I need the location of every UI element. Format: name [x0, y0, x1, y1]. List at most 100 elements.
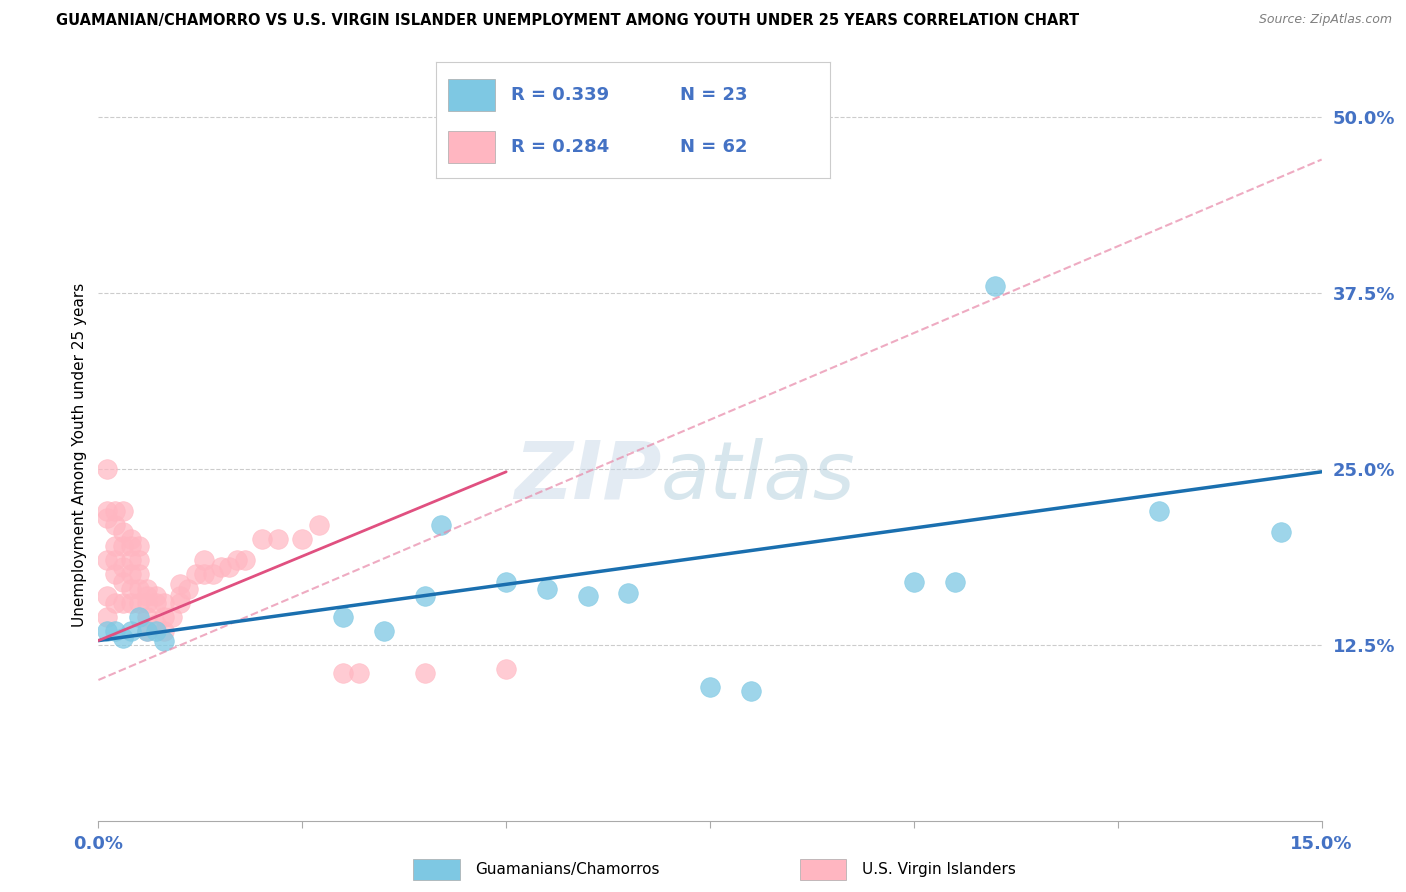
Point — [111, 560, 134, 574]
Point — [152, 609, 174, 624]
Point — [349, 665, 371, 680]
Point — [128, 553, 150, 567]
Point — [152, 596, 174, 610]
Point — [332, 609, 354, 624]
Point — [1147, 504, 1170, 518]
Point — [373, 624, 395, 638]
Text: U.S. Virgin Islanders: U.S. Virgin Islanders — [862, 863, 1015, 877]
Point — [96, 609, 118, 624]
Point — [111, 539, 134, 553]
Point — [413, 665, 436, 680]
Point — [177, 582, 200, 596]
Point — [1270, 525, 1292, 540]
Point — [111, 596, 134, 610]
Point — [332, 665, 354, 680]
Point — [120, 533, 142, 547]
Point — [96, 624, 118, 638]
Point — [96, 589, 118, 603]
Text: ZIP: ZIP — [513, 438, 661, 516]
Point — [943, 574, 966, 589]
Point — [128, 539, 150, 553]
Point — [576, 589, 599, 603]
Point — [120, 596, 142, 610]
Point — [136, 589, 159, 603]
Point — [617, 586, 640, 600]
Point — [136, 609, 159, 624]
Point — [111, 631, 134, 645]
Point — [104, 539, 127, 553]
Point — [104, 596, 127, 610]
Point — [233, 553, 256, 567]
Text: R = 0.339: R = 0.339 — [510, 86, 609, 103]
Point — [145, 589, 167, 603]
Point — [495, 574, 517, 589]
Text: Guamanians/Chamorros: Guamanians/Chamorros — [475, 863, 659, 877]
Point — [96, 504, 118, 518]
Point — [160, 609, 183, 624]
Point — [250, 533, 273, 547]
Point — [186, 567, 208, 582]
Point — [193, 553, 215, 567]
Text: atlas: atlas — [661, 438, 856, 516]
Point — [413, 589, 436, 603]
Point — [267, 533, 290, 547]
Text: N = 62: N = 62 — [681, 138, 748, 156]
Point — [495, 662, 517, 676]
Point — [145, 616, 167, 631]
Point — [104, 504, 127, 518]
Point — [96, 462, 118, 476]
Point — [291, 533, 314, 547]
Point — [308, 518, 330, 533]
Point — [128, 609, 150, 624]
Point — [169, 589, 191, 603]
Point — [136, 624, 159, 638]
Point — [120, 553, 142, 567]
Point — [120, 539, 142, 553]
Point — [128, 567, 150, 582]
Y-axis label: Unemployment Among Youth under 25 years: Unemployment Among Youth under 25 years — [72, 283, 87, 627]
Point — [903, 574, 925, 589]
Point — [152, 633, 174, 648]
FancyBboxPatch shape — [447, 78, 495, 112]
Point — [136, 596, 159, 610]
Point — [104, 553, 127, 567]
Point — [209, 560, 232, 574]
Point — [145, 624, 167, 638]
Text: GUAMANIAN/CHAMORRO VS U.S. VIRGIN ISLANDER UNEMPLOYMENT AMONG YOUTH UNDER 25 YEA: GUAMANIAN/CHAMORRO VS U.S. VIRGIN ISLAND… — [56, 13, 1080, 29]
Point — [984, 279, 1007, 293]
Point — [740, 684, 762, 698]
Point — [226, 553, 249, 567]
Point — [104, 624, 127, 638]
Text: N = 23: N = 23 — [681, 86, 748, 103]
FancyBboxPatch shape — [800, 859, 846, 880]
Point — [218, 560, 240, 574]
Point — [96, 553, 118, 567]
Point — [136, 624, 159, 638]
Point — [104, 567, 127, 582]
Point — [699, 145, 721, 160]
Point — [193, 567, 215, 582]
Point — [111, 574, 134, 589]
Point — [136, 582, 159, 596]
Point — [111, 504, 134, 518]
Point — [96, 511, 118, 525]
Point — [120, 567, 142, 582]
Text: Source: ZipAtlas.com: Source: ZipAtlas.com — [1258, 13, 1392, 27]
FancyBboxPatch shape — [413, 859, 460, 880]
Point — [120, 582, 142, 596]
Point — [699, 680, 721, 694]
FancyBboxPatch shape — [447, 131, 495, 163]
Point — [128, 582, 150, 596]
Point — [169, 596, 191, 610]
Point — [120, 624, 142, 638]
Point — [145, 596, 167, 610]
Point — [169, 577, 191, 591]
Point — [430, 518, 453, 533]
Point — [111, 525, 134, 540]
Text: R = 0.284: R = 0.284 — [510, 138, 609, 156]
Point — [128, 596, 150, 610]
Point — [104, 518, 127, 533]
Point — [152, 624, 174, 638]
Point — [201, 567, 224, 582]
Point — [536, 582, 558, 596]
